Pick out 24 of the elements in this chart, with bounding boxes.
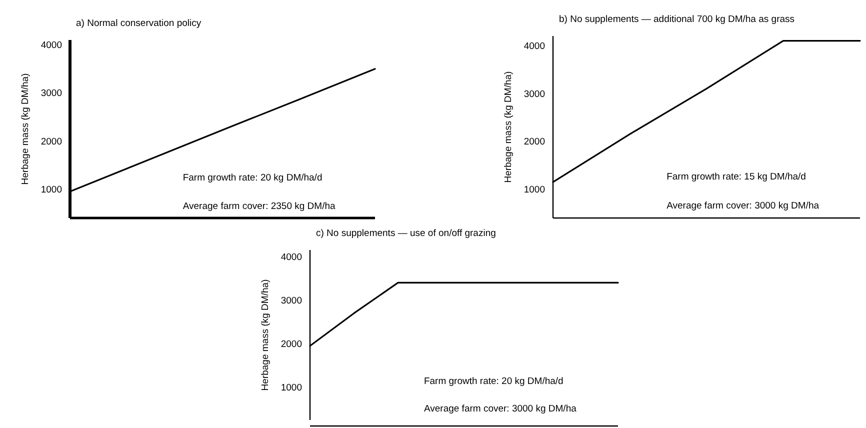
y-tick-label: 3000 — [524, 88, 545, 100]
chart-title: b) No supplements — additional 700 kg DM/ha as grass — [559, 14, 795, 25]
annotation: Average farm cover: 3000 kg DM/ha — [666, 200, 820, 212]
annotation: Average farm cover: 2350 kg DM/ha — [182, 200, 336, 212]
y-tick-label: 2000 — [40, 136, 62, 148]
y-tick-label: 1000 — [524, 184, 545, 196]
y-axis-title: Herbage mass (kg DM/ha) — [503, 71, 514, 183]
y-tick-label: 4000 — [280, 252, 302, 263]
y-tick-label: 3000 — [40, 88, 62, 100]
y-tick-label: 1000 — [280, 382, 302, 394]
y-tick-label: 4000 — [524, 40, 545, 52]
y-tick-label: 3000 — [280, 295, 302, 306]
annotation: Farm growth rate: 20 kg DM/ha/d — [424, 376, 564, 388]
y-tick-label: 2000 — [280, 339, 302, 350]
y-tick-label: 2000 — [524, 136, 545, 148]
annotation: Farm growth rate: 15 kg DM/ha/d — [666, 171, 806, 182]
chart-title: c) No supplements — use of on/off grazing — [316, 228, 496, 239]
chart-title: a) Normal conservation policy — [76, 18, 202, 29]
y-tick-label: 4000 — [40, 40, 62, 52]
y-axis-title: Herbage mass (kg DM/ha) — [20, 73, 31, 185]
y-axis-title: Herbage mass (kg DM/ha) — [260, 279, 271, 391]
annotation: Average farm cover: 3000 kg DM/ha — [424, 403, 578, 414]
y-tick-label: 1000 — [40, 184, 62, 196]
annotation: Farm growth rate: 20 kg DM/ha/d — [182, 172, 322, 184]
